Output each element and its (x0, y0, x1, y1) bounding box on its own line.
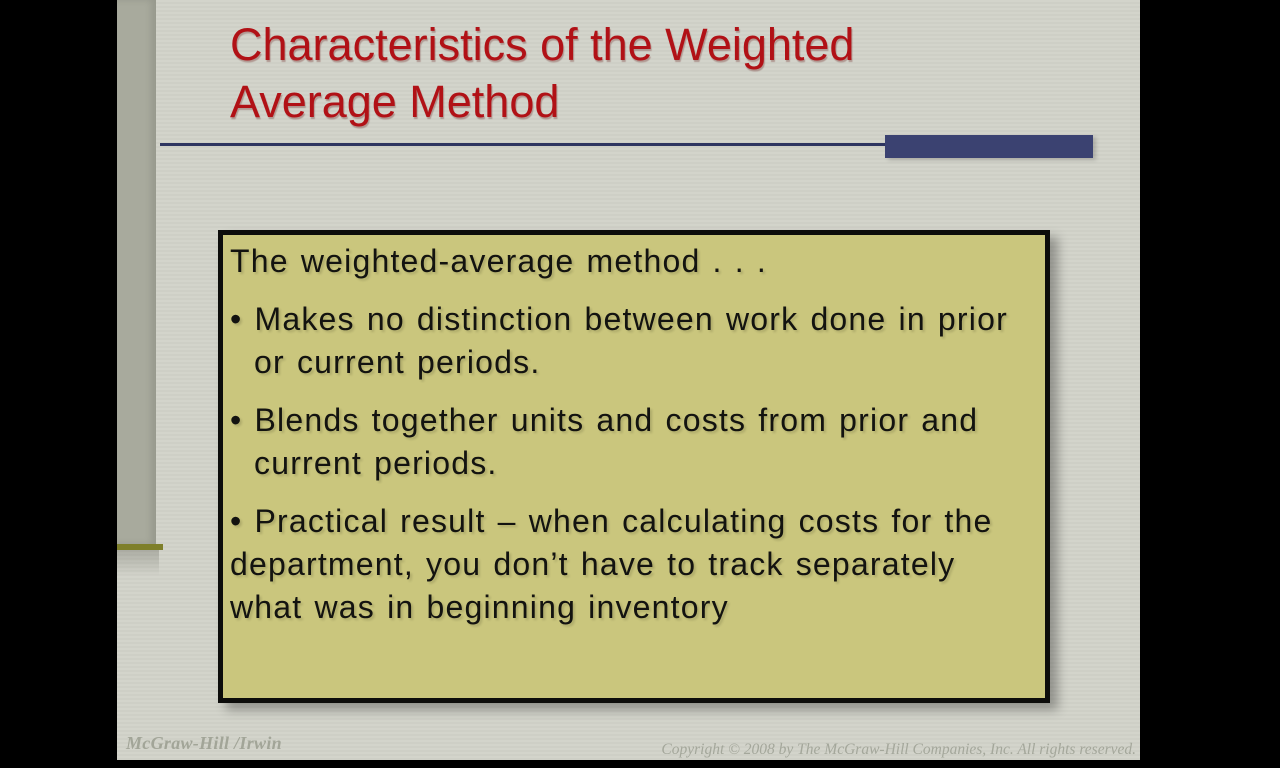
slide-canvas: Characteristics of the Weighted Average … (117, 0, 1140, 760)
bullet-item: • Practical result – when calculating co… (230, 500, 1037, 629)
bullet-item: • Makes no distinction between work done… (230, 298, 1037, 384)
footer-copyright: Copyright © 2008 by The McGraw-Hill Comp… (661, 741, 1136, 758)
olive-accent-shadow (117, 550, 159, 576)
slide-title-line-1: Characteristics of the Weighted (230, 19, 855, 70)
slide-title: Characteristics of the Weighted Average … (230, 16, 854, 130)
title-underline-rule (160, 143, 1093, 146)
bullet-icon: • (230, 402, 243, 438)
content-box: The weighted-average method . . . • Make… (218, 230, 1050, 703)
footer-brand: McGraw-Hill /Irwin (126, 733, 282, 753)
bullet-icon: • (230, 301, 243, 337)
sidebar-gray-column (117, 0, 156, 544)
navy-accent-bar (885, 135, 1093, 158)
bullet-text: Blends together units and costs from pri… (254, 402, 979, 481)
olive-accent-line (117, 544, 163, 550)
box-intro-text: The weighted-average method . . . (230, 243, 767, 279)
bullet-icon: • (230, 503, 243, 539)
slide-title-line-2: Average Method (230, 76, 560, 127)
bullet-text: Practical result – when calculating cost… (230, 503, 993, 625)
bullet-text: Makes no distinction between work done i… (254, 301, 1008, 380)
bullet-item: • Blends together units and costs from p… (230, 399, 1037, 485)
